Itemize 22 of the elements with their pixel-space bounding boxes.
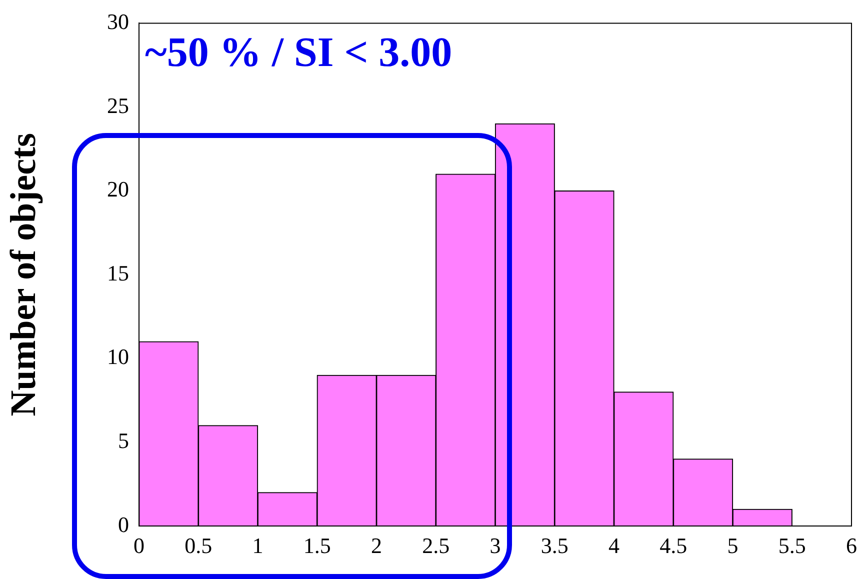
y-tick-label: 25 (107, 92, 129, 118)
x-tick-label: 0 (134, 532, 144, 558)
x-tick-label: 6 (846, 532, 857, 558)
x-tick-label: 1 (252, 532, 264, 558)
x-tick-label: 2.5 (422, 532, 450, 558)
y-tick-label: 15 (107, 260, 129, 286)
x-tick-label: 5.5 (778, 532, 806, 558)
x-tick-label: 3 (490, 532, 501, 558)
x-tick-label: 0.5 (184, 532, 212, 558)
x-tick-label: 5 (727, 532, 738, 558)
y-axis-title: Number of objects (2, 132, 43, 416)
x-tick-label: 1.5 (303, 532, 331, 558)
y-tick-label: 5 (118, 428, 129, 453)
x-tick-label: 4.5 (660, 532, 688, 558)
y-tick-label: 30 (107, 8, 129, 34)
x-tick-label: 2 (371, 532, 382, 558)
annotation: ~50 % / SI < 3.00 (145, 30, 452, 76)
x-tick-label: 3.5 (540, 532, 568, 558)
y-tick-label: 20 (107, 176, 129, 202)
x-tick-label: 4 (608, 532, 620, 558)
y-tick-label: 10 (107, 344, 129, 370)
y-tick-label: 0 (118, 512, 129, 537)
